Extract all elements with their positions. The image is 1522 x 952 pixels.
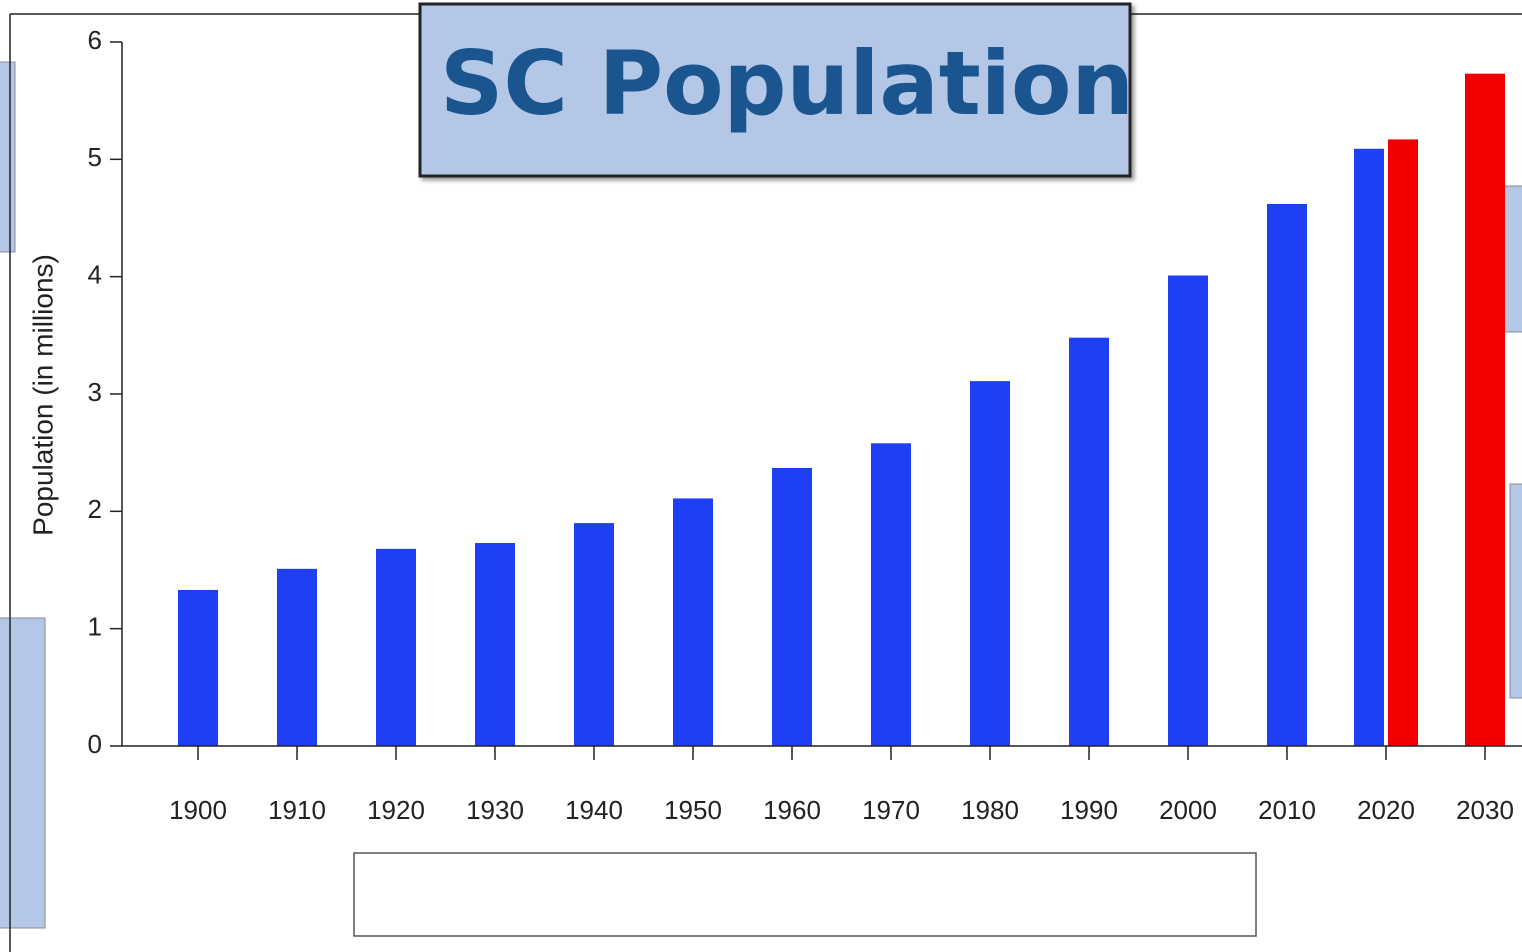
y-tick-label: 5 bbox=[88, 142, 102, 172]
bar bbox=[376, 548, 416, 746]
x-tick-label: 1950 bbox=[664, 795, 722, 825]
y-tick-label: 6 bbox=[88, 25, 102, 55]
x-tick-label: 2030 bbox=[1456, 795, 1514, 825]
side-box bbox=[1509, 483, 1522, 699]
x-tick-label: 2020 bbox=[1357, 795, 1415, 825]
bar bbox=[574, 523, 614, 746]
side-box bbox=[0, 61, 16, 253]
title-box bbox=[418, 2, 1132, 178]
bar bbox=[1354, 148, 1384, 747]
x-tick-label: 1960 bbox=[763, 795, 821, 825]
bar bbox=[871, 443, 911, 746]
y-tick-label: 0 bbox=[88, 729, 102, 759]
y-tick-label: 1 bbox=[88, 612, 102, 642]
bar bbox=[1388, 139, 1418, 747]
y-tick-label: 3 bbox=[88, 377, 102, 407]
x-tick-label: 1940 bbox=[565, 795, 623, 825]
x-tick-label: 1920 bbox=[367, 795, 425, 825]
x-tick-label: 1980 bbox=[961, 795, 1019, 825]
bar bbox=[178, 589, 218, 746]
bar bbox=[1168, 275, 1208, 746]
y-tick-label: 2 bbox=[88, 494, 102, 524]
bar bbox=[1465, 73, 1505, 747]
x-tick-label: 1930 bbox=[466, 795, 524, 825]
bar bbox=[970, 381, 1010, 746]
x-tick-label: 2000 bbox=[1159, 795, 1217, 825]
bar bbox=[277, 568, 317, 746]
x-tick-label: 1970 bbox=[862, 795, 920, 825]
y-tick-label: 4 bbox=[88, 260, 102, 290]
legend-box bbox=[353, 852, 1257, 937]
side-box bbox=[0, 617, 46, 929]
x-tick-label: 2010 bbox=[1258, 795, 1316, 825]
bar bbox=[475, 543, 515, 746]
bar bbox=[1069, 337, 1109, 746]
x-tick-label: 1900 bbox=[169, 795, 227, 825]
bar bbox=[1267, 203, 1307, 747]
bar bbox=[772, 467, 812, 746]
y-axis-label: Population (in millions) bbox=[27, 254, 58, 536]
bar bbox=[673, 498, 713, 746]
x-tick-label: 1910 bbox=[268, 795, 326, 825]
x-tick-label: 1990 bbox=[1060, 795, 1118, 825]
chart-title: SC Population bbox=[440, 32, 1134, 135]
